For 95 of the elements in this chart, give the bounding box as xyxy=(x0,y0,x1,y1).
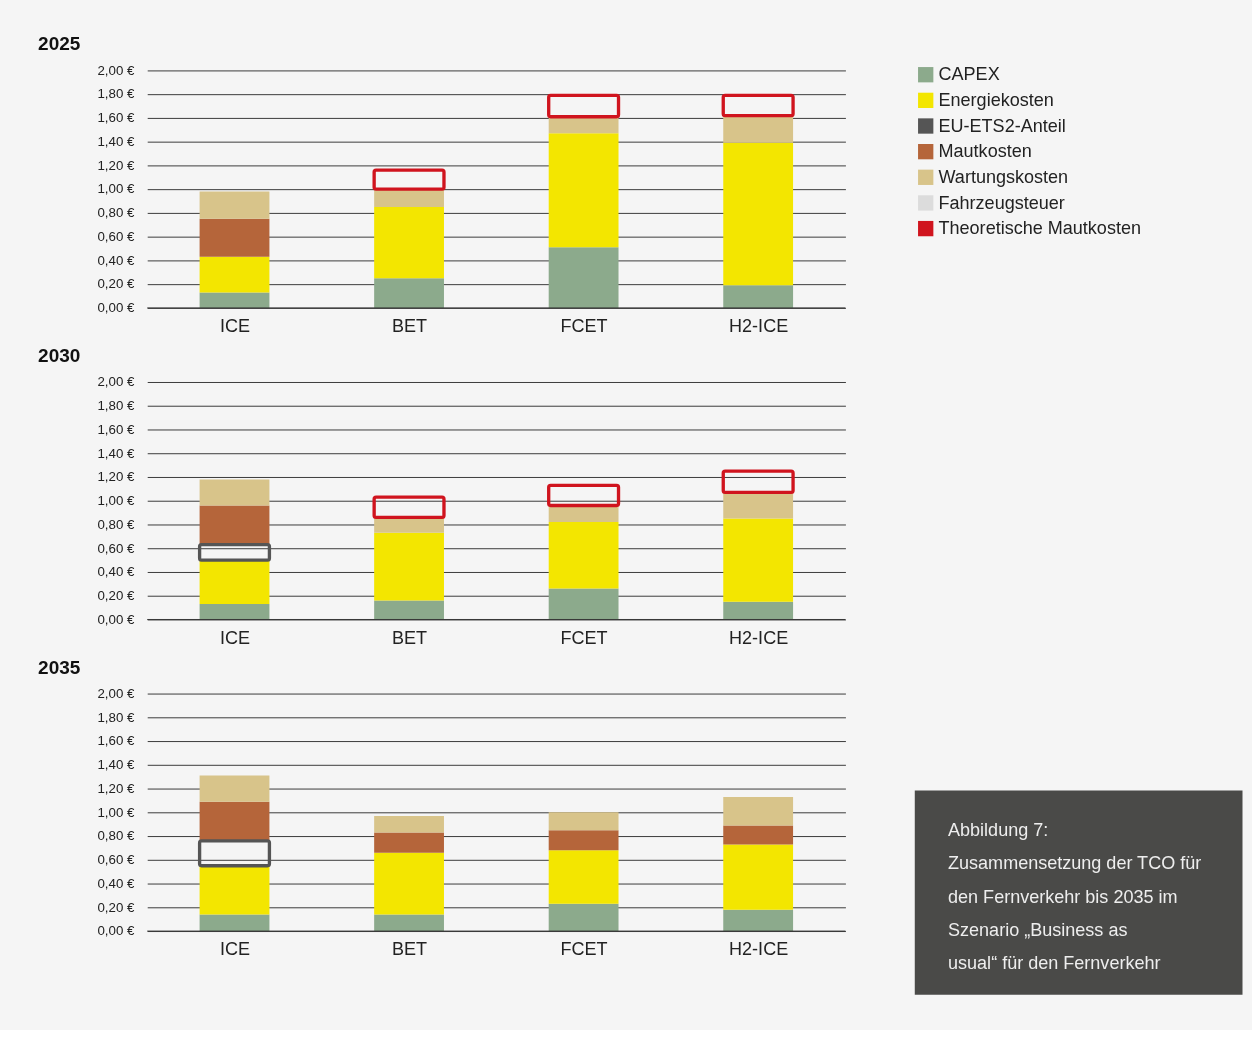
bar xyxy=(723,285,794,308)
bar xyxy=(548,133,619,248)
chart-title: 2030 xyxy=(38,345,81,367)
x-tick-label: ICE xyxy=(219,627,251,648)
x-tick-label: BET xyxy=(392,627,428,648)
y-tick-label: 0,40 € xyxy=(97,564,136,580)
y-tick-label: 1,80 € xyxy=(97,86,136,102)
bar xyxy=(199,479,270,506)
bar xyxy=(548,812,619,831)
bar xyxy=(723,909,794,932)
y-tick-label: 1,00 € xyxy=(97,181,136,197)
y-tick-label: 1,00 € xyxy=(97,804,136,820)
y-tick-label: 1,00 € xyxy=(97,493,136,509)
y-tick-label: 0,60 € xyxy=(97,228,136,244)
y-tick-label: 0,20 € xyxy=(97,588,136,604)
bar xyxy=(199,914,270,932)
bar xyxy=(374,278,444,308)
bar xyxy=(374,914,444,932)
bar xyxy=(374,532,444,601)
y-tick-label: 1,20 € xyxy=(97,780,136,796)
bar xyxy=(199,801,270,841)
y-tick-label: 1,20 € xyxy=(97,469,136,485)
bar xyxy=(374,206,444,279)
y-tick-label: 0,20 € xyxy=(97,276,136,292)
legend-label: Fahrzeugsteuer xyxy=(938,192,1065,213)
bar xyxy=(723,844,794,910)
bar xyxy=(199,775,270,802)
bar xyxy=(548,830,619,851)
x-tick-label: H2-ICE xyxy=(729,939,789,960)
bar xyxy=(723,518,794,602)
y-tick-label: 2,00 € xyxy=(97,62,136,78)
y-tick-label: 0,60 € xyxy=(97,540,136,556)
chart-title: 2025 xyxy=(38,33,81,55)
y-tick-label: 0,20 € xyxy=(97,899,136,915)
text: Abbildung 7: Zusammensetzung der TCO für den Fernverkehr bis 2035 im Szenario „Business as usual“ für den Fernverkehr xyxy=(948,820,1202,974)
y-tick-label: 0,40 € xyxy=(97,252,136,268)
y-tick-label: 2,00 € xyxy=(97,374,136,390)
bar xyxy=(723,142,794,286)
bar xyxy=(199,865,270,915)
bar xyxy=(723,796,794,826)
chart-title: 2035 xyxy=(38,656,81,678)
y-tick-label: 0,80 € xyxy=(97,828,136,844)
x-tick-label: BET xyxy=(392,939,428,960)
legend-label: CAPEX xyxy=(938,64,1000,85)
bar xyxy=(374,815,444,833)
bar xyxy=(199,256,270,293)
bar xyxy=(199,191,270,219)
x-tick-label: H2-ICE xyxy=(729,316,789,337)
y-tick-label: 1,40 € xyxy=(97,445,136,461)
legend-label: Energiekosten xyxy=(938,90,1054,111)
x-tick-label: ICE xyxy=(219,316,251,337)
y-tick-label: 0,00 € xyxy=(97,611,136,627)
bar xyxy=(374,832,444,853)
y-tick-label: 1,60 € xyxy=(97,421,136,437)
bar xyxy=(723,115,794,143)
y-tick-label: 0,00 € xyxy=(97,300,136,316)
y-tick-label: 1,40 € xyxy=(97,757,136,773)
bar xyxy=(374,600,444,620)
bar xyxy=(723,492,794,519)
bar xyxy=(199,604,270,620)
y-tick-label: 1,60 € xyxy=(97,733,136,749)
x-tick-label: FCET xyxy=(560,316,608,337)
x-tick-label: FCET xyxy=(560,939,608,960)
y-tick-label: 1,20 € xyxy=(97,157,136,173)
x-tick-label: FCET xyxy=(560,627,608,648)
y-tick-label: 0,00 € xyxy=(97,923,136,939)
bar xyxy=(548,522,619,589)
legend-label: Theoretische Mautkosten xyxy=(938,218,1141,239)
x-tick-label: H2-ICE xyxy=(729,627,789,648)
y-tick-label: 2,00 € xyxy=(97,685,136,701)
bar xyxy=(199,218,270,257)
y-tick-label: 1,80 € xyxy=(97,398,136,414)
bar xyxy=(548,850,619,904)
y-tick-label: 1,80 € xyxy=(97,709,136,725)
bar xyxy=(548,588,619,620)
bar xyxy=(199,292,270,308)
bar xyxy=(723,825,794,845)
legend-label: Wartungskosten xyxy=(938,167,1069,187)
legend-label: EU-ETS2-Anteil xyxy=(938,115,1066,136)
y-tick-label: 0,60 € xyxy=(97,852,136,868)
bar xyxy=(548,903,619,932)
y-tick-label: 0,40 € xyxy=(97,875,136,891)
bar xyxy=(723,601,794,620)
legend-label: Mautkosten xyxy=(938,141,1032,162)
y-tick-label: 0,80 € xyxy=(97,205,136,221)
y-tick-label: 0,80 € xyxy=(97,516,136,532)
bar xyxy=(374,852,444,915)
x-tick-label: BET xyxy=(392,316,428,337)
bar xyxy=(199,505,270,545)
bar xyxy=(548,247,619,308)
x-tick-label: ICE xyxy=(219,939,251,960)
bar xyxy=(548,116,619,134)
bar xyxy=(199,560,270,605)
y-tick-label: 1,60 € xyxy=(97,110,136,126)
y-tick-label: 1,40 € xyxy=(97,133,136,149)
